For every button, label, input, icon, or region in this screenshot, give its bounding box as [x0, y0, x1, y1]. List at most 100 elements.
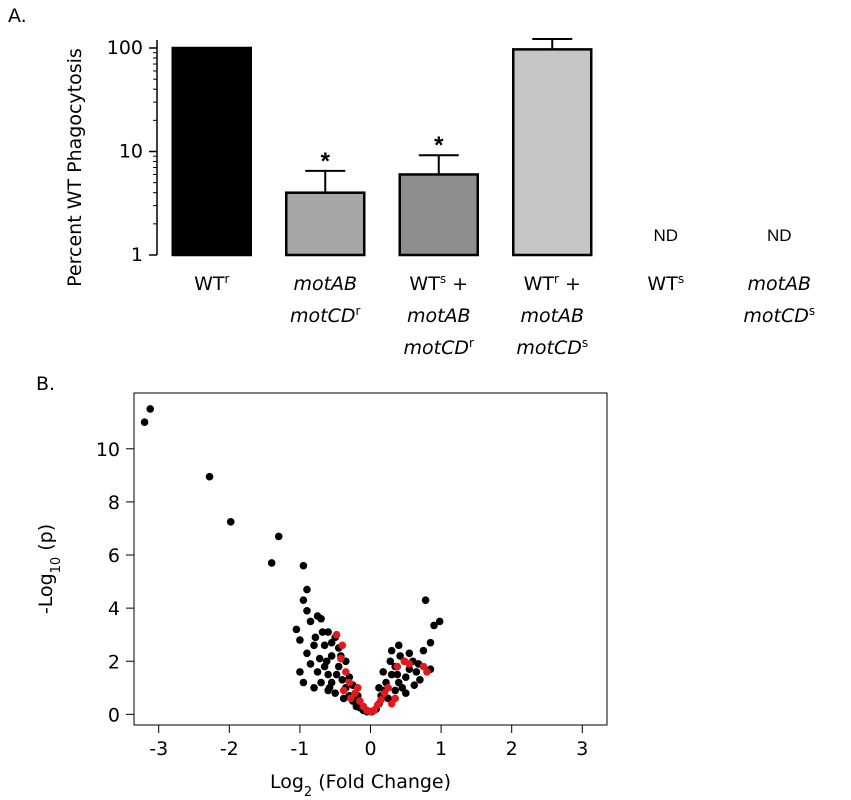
scatter-point-black: [299, 561, 308, 570]
scatter-point-black: [401, 689, 410, 697]
scatter-point-black: [405, 649, 414, 658]
bar-y-tick-label: 10: [119, 141, 143, 163]
scatter-point-red: [341, 668, 350, 676]
scatter-point-black: [394, 641, 403, 650]
scatter-point-red: [337, 654, 345, 663]
scatter-point-black: [426, 638, 435, 647]
scatter-point-black: [421, 596, 430, 604]
scatter-point-black: [393, 670, 402, 679]
scatter-point-black: [405, 665, 414, 674]
scatter-point-black: [386, 657, 395, 666]
scatter-point-black: [387, 646, 396, 655]
not-determined-label: ND: [767, 226, 792, 245]
scatter-point-black: [412, 668, 421, 676]
scatter-point-black: [401, 673, 410, 681]
scatter-x-tick-label: 3: [576, 738, 588, 760]
scatter-point-red: [338, 641, 347, 650]
scatter-point-black: [317, 678, 325, 687]
scatter-y-tick-label: 6: [108, 545, 120, 567]
scatter-point-black: [327, 652, 336, 660]
scatter-point-black: [324, 628, 332, 636]
scatter-point-red: [332, 630, 341, 639]
panel-b-label: B.: [36, 373, 55, 395]
scatter-y-tick-label: 4: [108, 598, 120, 620]
bar-y-axis-label: Percent WT Phagocytosis: [64, 48, 86, 287]
scatter-point-black: [322, 657, 331, 666]
bar-category-label: WTr: [194, 272, 229, 295]
scatter-point-red: [345, 678, 354, 687]
bar-category-label: WTs: [647, 272, 684, 295]
scatter-point-red: [393, 662, 402, 671]
scatter-x-axis-label: Log2 (Fold Change): [270, 771, 451, 800]
scatter-point-black: [338, 676, 347, 684]
scatter-y-tick-label: 0: [108, 704, 120, 726]
scatter-point-black: [303, 606, 311, 615]
scatter-x-tick-label: 2: [506, 738, 518, 760]
bar-category-label-line2: motCDs: [743, 304, 815, 327]
scatter-point-black: [430, 621, 438, 630]
scatter-point-black: [299, 678, 308, 687]
scatter-plot-frame: [133, 392, 608, 726]
scatter-point-black: [320, 641, 329, 650]
scatter-point-black: [306, 660, 315, 668]
bar-category-label-line2: motCDr: [290, 304, 360, 327]
scatter-point-red: [346, 694, 355, 703]
bar-y-tick-label: 1: [131, 244, 143, 266]
scatter-point-black: [299, 596, 308, 604]
scatter-point-black: [140, 418, 149, 427]
scatter-point-black: [317, 614, 325, 623]
bar-chart-phagocytosis: 1 10 100 Percent WT Phagocytosis WTr * motAB mo…: [64, 37, 815, 359]
scatter-point-black: [313, 668, 322, 676]
scatter-point-black: [310, 641, 318, 650]
scatter-point-black: [391, 686, 400, 695]
scatter-point-black: [310, 684, 318, 692]
bar: [171, 46, 252, 257]
scatter-x-tick-label: 0: [364, 738, 376, 760]
scatter-point-red: [384, 684, 392, 692]
scatter-point-black: [226, 518, 235, 526]
scatter-point-black: [396, 652, 404, 660]
scatter-point-red: [377, 695, 385, 704]
panel-a-label: A.: [8, 5, 27, 27]
bar: [285, 191, 366, 257]
scatter-point-black: [331, 689, 340, 697]
scatter-point-red: [353, 684, 362, 692]
scatter-y-tick-label: 10: [96, 439, 120, 461]
bar-category-label-line3: motCDr: [404, 336, 474, 359]
bar: [398, 173, 479, 257]
scatter-point-black: [146, 405, 155, 413]
scatter-point-black: [332, 670, 341, 679]
scatter-point-red: [405, 660, 414, 668]
scatter-point-black: [205, 472, 214, 481]
scatter-point-red: [339, 686, 348, 695]
scatter-point-black: [334, 662, 343, 671]
bar-category-label: motAB: [747, 273, 811, 295]
scatter-point-black: [318, 628, 327, 636]
scatter-point-black: [303, 585, 311, 594]
scatter-x-tick-label: -2: [220, 738, 239, 760]
scatter-point-black: [324, 670, 332, 679]
bar-category-label: motAB: [293, 273, 357, 295]
scatter-point-black: [274, 532, 283, 541]
scatter-point-black: [375, 684, 383, 692]
scatter-point-red: [391, 694, 400, 703]
scatter-point-black: [327, 638, 336, 647]
scatter-point-red: [423, 668, 431, 676]
bar-y-tick-label: 100: [107, 37, 143, 59]
bar: [512, 48, 593, 257]
scatter-point-black: [339, 694, 348, 703]
scatter-point-black: [379, 668, 388, 676]
scatter-x-tick-label: -3: [149, 738, 168, 760]
bar-category-label-line2: motAB: [520, 305, 584, 327]
scatter-point-black: [292, 625, 301, 634]
scatter-y-axis-label: -Log10 (p): [35, 524, 64, 614]
bar-category-label-line2: motAB: [407, 305, 471, 327]
scatter-point-black: [296, 668, 304, 676]
scatter-point-black: [325, 684, 334, 692]
scatter-point-black: [410, 681, 419, 689]
scatter-point-black: [416, 676, 424, 684]
scatter-point-black: [435, 617, 444, 626]
bar-category-label: WTr +: [524, 272, 581, 295]
volcano-plot: -3 -2 -1 0 1 2 3 0 2 4 6 8 10 Log2 (Fold Change) -Log1…: [35, 392, 608, 800]
